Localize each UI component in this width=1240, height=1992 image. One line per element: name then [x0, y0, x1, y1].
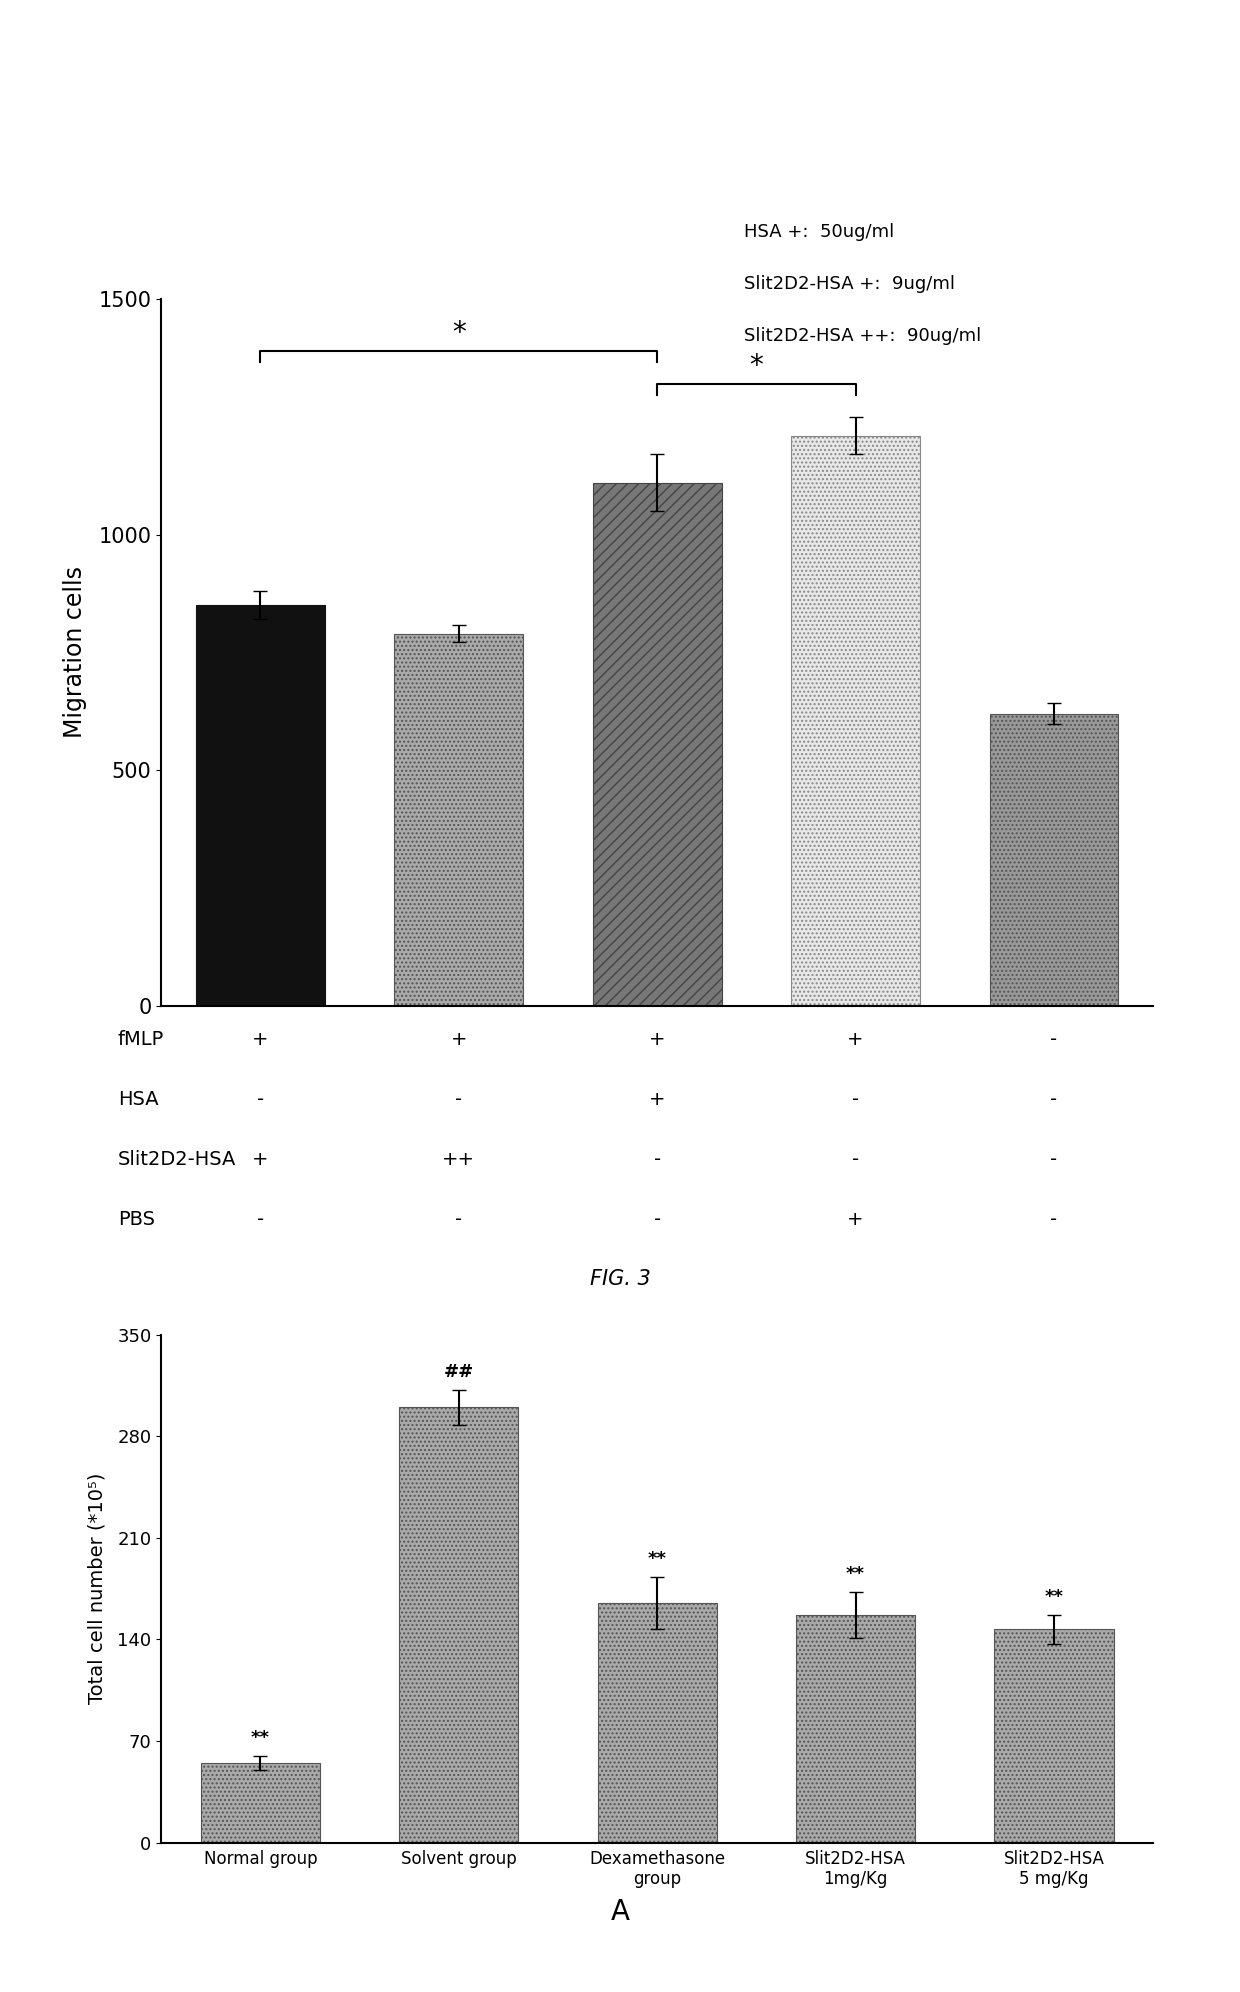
Bar [796, 1616, 915, 1843]
Text: ++: ++ [443, 1149, 475, 1169]
Text: -: - [653, 1149, 661, 1169]
Text: -: - [1050, 1149, 1058, 1169]
Y-axis label: Migration cells: Migration cells [63, 566, 87, 739]
Bar [201, 1763, 320, 1843]
Bar [791, 436, 920, 1006]
Text: HSA: HSA [118, 1090, 159, 1110]
Text: -: - [1050, 1030, 1058, 1050]
Bar [394, 633, 523, 1006]
Text: PBS: PBS [118, 1209, 155, 1229]
Text: -: - [455, 1090, 463, 1110]
Text: -: - [257, 1209, 264, 1229]
Text: ##: ## [444, 1363, 474, 1380]
Text: +: + [450, 1030, 467, 1050]
Text: Slit2D2-HSA: Slit2D2-HSA [118, 1149, 236, 1169]
Text: fMLP: fMLP [118, 1030, 164, 1050]
Text: +: + [847, 1209, 864, 1229]
Text: +: + [649, 1090, 666, 1110]
Text: Slit2D2-HSA +:  9ug/ml: Slit2D2-HSA +: 9ug/ml [744, 275, 955, 293]
Text: -: - [852, 1149, 859, 1169]
Bar [399, 1406, 518, 1843]
Text: -: - [257, 1090, 264, 1110]
Text: *: * [749, 353, 764, 380]
Text: +: + [649, 1030, 666, 1050]
Text: +: + [252, 1030, 269, 1050]
Text: FIG. 3: FIG. 3 [590, 1269, 650, 1289]
Text: -: - [852, 1090, 859, 1110]
Text: *: * [451, 319, 466, 347]
Text: -: - [653, 1209, 661, 1229]
Text: **: ** [647, 1550, 667, 1568]
Text: -: - [1050, 1209, 1058, 1229]
Bar [994, 1629, 1114, 1843]
Text: +: + [847, 1030, 864, 1050]
Bar [196, 606, 325, 1006]
Text: +: + [252, 1149, 269, 1169]
Text: **: ** [846, 1566, 866, 1584]
Text: Slit2D2-HSA ++:  90ug/ml: Slit2D2-HSA ++: 90ug/ml [744, 327, 981, 345]
Bar [990, 713, 1118, 1006]
Y-axis label: Total cell number (*10⁵): Total cell number (*10⁵) [87, 1472, 107, 1705]
Bar [593, 482, 722, 1006]
Text: **: ** [250, 1729, 270, 1747]
Text: **: ** [1044, 1588, 1064, 1606]
Text: -: - [1050, 1090, 1058, 1110]
Bar [598, 1604, 717, 1843]
Text: -: - [455, 1209, 463, 1229]
Text: HSA +:  50ug/ml: HSA +: 50ug/ml [744, 223, 894, 241]
Text: A: A [610, 1898, 630, 1926]
